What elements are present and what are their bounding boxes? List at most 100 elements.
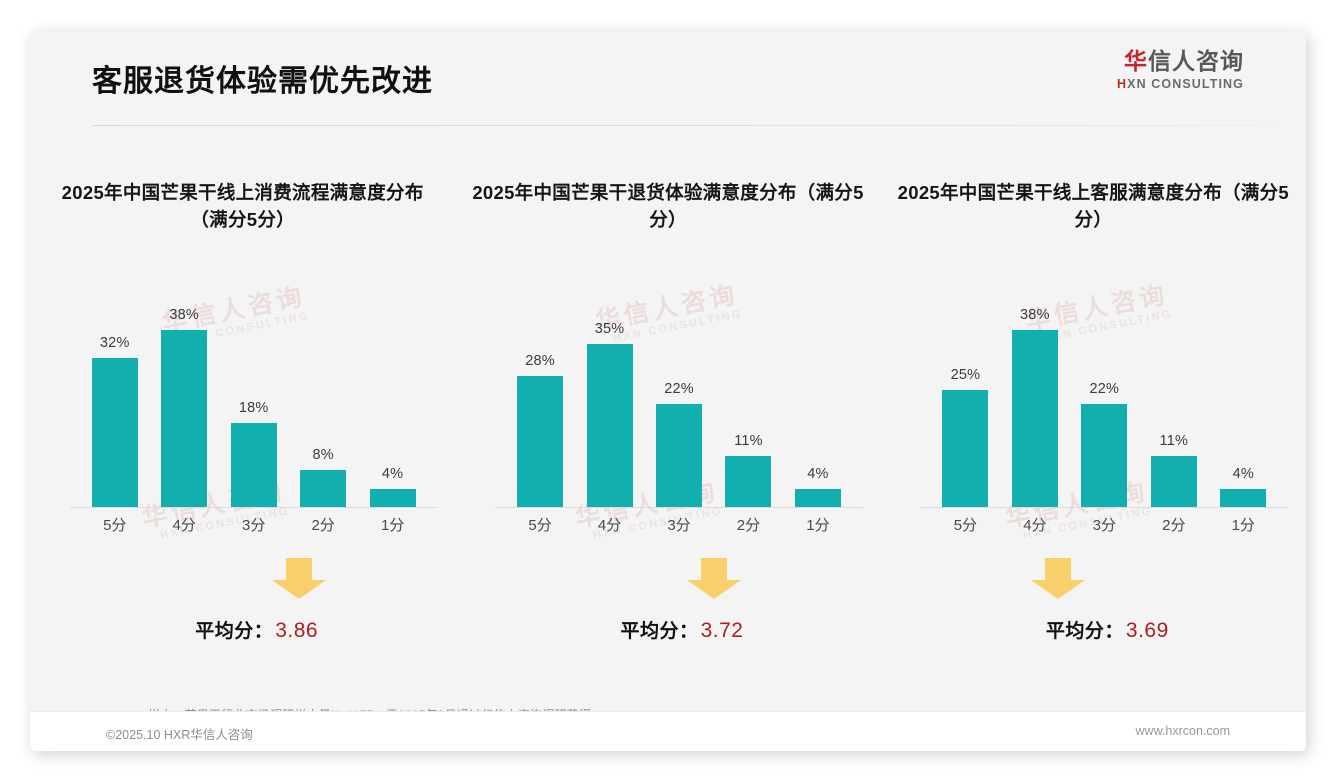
bar — [725, 456, 772, 508]
average-score: 平均分：3.86 — [44, 616, 469, 643]
bar-group: 18% — [219, 288, 288, 508]
chart-panel-consumption-process: 2025年中国芒果干线上消费流程满意度分布（满分5分） 32% 38% 18% — [30, 126, 455, 666]
down-arrow-icon — [687, 558, 742, 599]
average-value: 3.69 — [1125, 619, 1169, 642]
average-value: 3.86 — [275, 619, 319, 642]
bar-group: 11% — [714, 288, 783, 508]
bar-value-label: 22% — [1089, 381, 1120, 397]
website-link[interactable]: www.hxrcon.com — [1135, 724, 1230, 738]
bar-value-label: 18% — [238, 400, 269, 416]
logo-cn-rest: 信人咨询 — [1148, 48, 1244, 74]
bar-plot: 25% 38% 22% 11% — [920, 288, 1288, 508]
bar-series: 28% 35% 22% 11% — [505, 288, 852, 508]
bar — [586, 344, 633, 508]
bar-group: 4% — [783, 288, 852, 508]
x-tick-label: 1分 — [1231, 517, 1255, 534]
x-axis-categories: 5分 4分 3分 2分 1分 — [80, 514, 427, 535]
bar-value-label: 11% — [1159, 433, 1189, 449]
x-tick-label: 5分 — [953, 517, 978, 534]
page-title: 客服退货体验需优先改进 — [92, 65, 433, 98]
bar-group: 22% — [644, 288, 713, 508]
x-tick-label: 4分 — [1023, 517, 1047, 534]
slide-footer: ©2025.10 HXR华信人咨询 www.hxrcon.com — [30, 711, 1306, 751]
x-tick-label: 2分 — [736, 517, 761, 534]
bar-series: 25% 38% 22% 11% — [931, 288, 1278, 508]
bar-group: 38% — [1000, 288, 1069, 508]
bar-group: 22% — [1070, 288, 1139, 508]
bar — [161, 330, 208, 508]
x-tick-label: 3分 — [1092, 517, 1116, 534]
bar — [369, 489, 416, 508]
x-axis-line — [70, 507, 438, 508]
x-tick-label: 3分 — [242, 517, 266, 534]
bar-value-label: 4% — [381, 466, 404, 482]
bar-group: 11% — [1139, 288, 1208, 508]
bar — [1150, 456, 1197, 508]
average-label: 平均分： — [195, 621, 274, 642]
bar-value-label: 38% — [169, 307, 200, 323]
x-axis-line — [495, 507, 863, 508]
copyright-text: ©2025.10 HXR华信人咨询 — [106, 728, 253, 742]
bar-value-label: 4% — [807, 466, 829, 482]
bar — [91, 358, 138, 508]
bar-value-label: 22% — [664, 381, 694, 397]
down-arrow-icon — [272, 558, 326, 599]
bar-value-label: 11% — [734, 433, 763, 449]
bar-group: 8% — [288, 288, 357, 508]
bar-value-label: 35% — [594, 321, 625, 337]
bar-plot: 32% 38% 18% 8% — [70, 288, 438, 508]
bar-value-label: 28% — [525, 353, 555, 369]
average-score: 平均分：3.72 — [469, 616, 894, 643]
bar — [1011, 330, 1058, 508]
chart-title: 2025年中国芒果干线上客服满意度分布（满分5分） — [897, 182, 1289, 230]
x-tick-label: 2分 — [311, 517, 335, 534]
logo-en-first-char: H — [1117, 77, 1128, 92]
x-axis-categories: 5分 4分 3分 2分 1分 — [931, 514, 1278, 535]
logo-en-rest: XN CONSULTING — [1127, 77, 1244, 92]
chart-panel-return-experience: 2025年中国芒果干退货体验满意度分布（满分5分） 28% 35% 22% — [455, 126, 880, 666]
bar-value-label: 25% — [950, 367, 981, 383]
x-tick-label: 3分 — [667, 517, 691, 534]
bar — [1220, 489, 1267, 508]
down-arrow-icon — [1030, 558, 1085, 599]
logo-english-text: HXN CONSULTING — [1117, 77, 1244, 91]
bar-value-label: 32% — [99, 335, 130, 351]
x-axis-line — [920, 507, 1288, 508]
chart-panel-customer-service: 2025年中国芒果干线上客服满意度分布（满分5分） 25% 38% 22% — [881, 126, 1306, 666]
slide-card: 华信人咨询 HXN CONSULTING 华信人咨询 HXN CONSULTIN… — [30, 30, 1306, 751]
x-tick-label: 5分 — [528, 517, 552, 534]
bar — [230, 423, 277, 508]
x-tick-label: 2分 — [1162, 517, 1186, 534]
x-tick-label: 1分 — [806, 517, 830, 534]
x-tick-label: 4分 — [172, 517, 196, 534]
bar-value-label: 8% — [312, 447, 334, 463]
bar — [656, 404, 702, 508]
slide-header: 客服退货体验需优先改进 华信人咨询 HXN CONSULTING — [30, 30, 1306, 126]
chart-title: 2025年中国芒果干线上消费流程满意度分布（满分5分） — [61, 182, 424, 230]
bar-group: 35% — [575, 288, 644, 508]
company-logo: 华信人咨询 HXN CONSULTING — [1117, 48, 1244, 91]
bar — [300, 470, 347, 508]
bar-group: 38% — [149, 288, 218, 508]
average-label: 平均分： — [1045, 621, 1124, 642]
bar-group: 4% — [358, 288, 427, 508]
logo-cn-first-char: 华 — [1124, 48, 1148, 74]
bar-group: 4% — [1209, 288, 1278, 508]
header-divider — [92, 125, 1282, 126]
average-value: 3.72 — [700, 619, 744, 642]
x-tick-label: 4分 — [597, 517, 622, 534]
logo-chinese-text: 华信人咨询 — [1117, 48, 1244, 74]
bar — [1081, 404, 1128, 508]
average-label: 平均分： — [620, 621, 699, 642]
x-tick-label: 5分 — [103, 517, 127, 534]
bar — [942, 390, 989, 508]
chart-title: 2025年中国芒果干退货体验满意度分布（满分5分） — [472, 182, 864, 230]
bar-group: 32% — [80, 288, 149, 508]
bar — [794, 489, 841, 508]
bar-value-label: 4% — [1232, 466, 1254, 482]
bar-value-label: 38% — [1020, 307, 1050, 323]
bar-group: 28% — [505, 288, 574, 508]
x-axis-categories: 5分 4分 3分 2分 1分 — [505, 514, 852, 535]
charts-row: 2025年中国芒果干线上消费流程满意度分布（满分5分） 32% 38% 18% — [30, 126, 1306, 666]
x-tick-label: 1分 — [380, 517, 405, 534]
